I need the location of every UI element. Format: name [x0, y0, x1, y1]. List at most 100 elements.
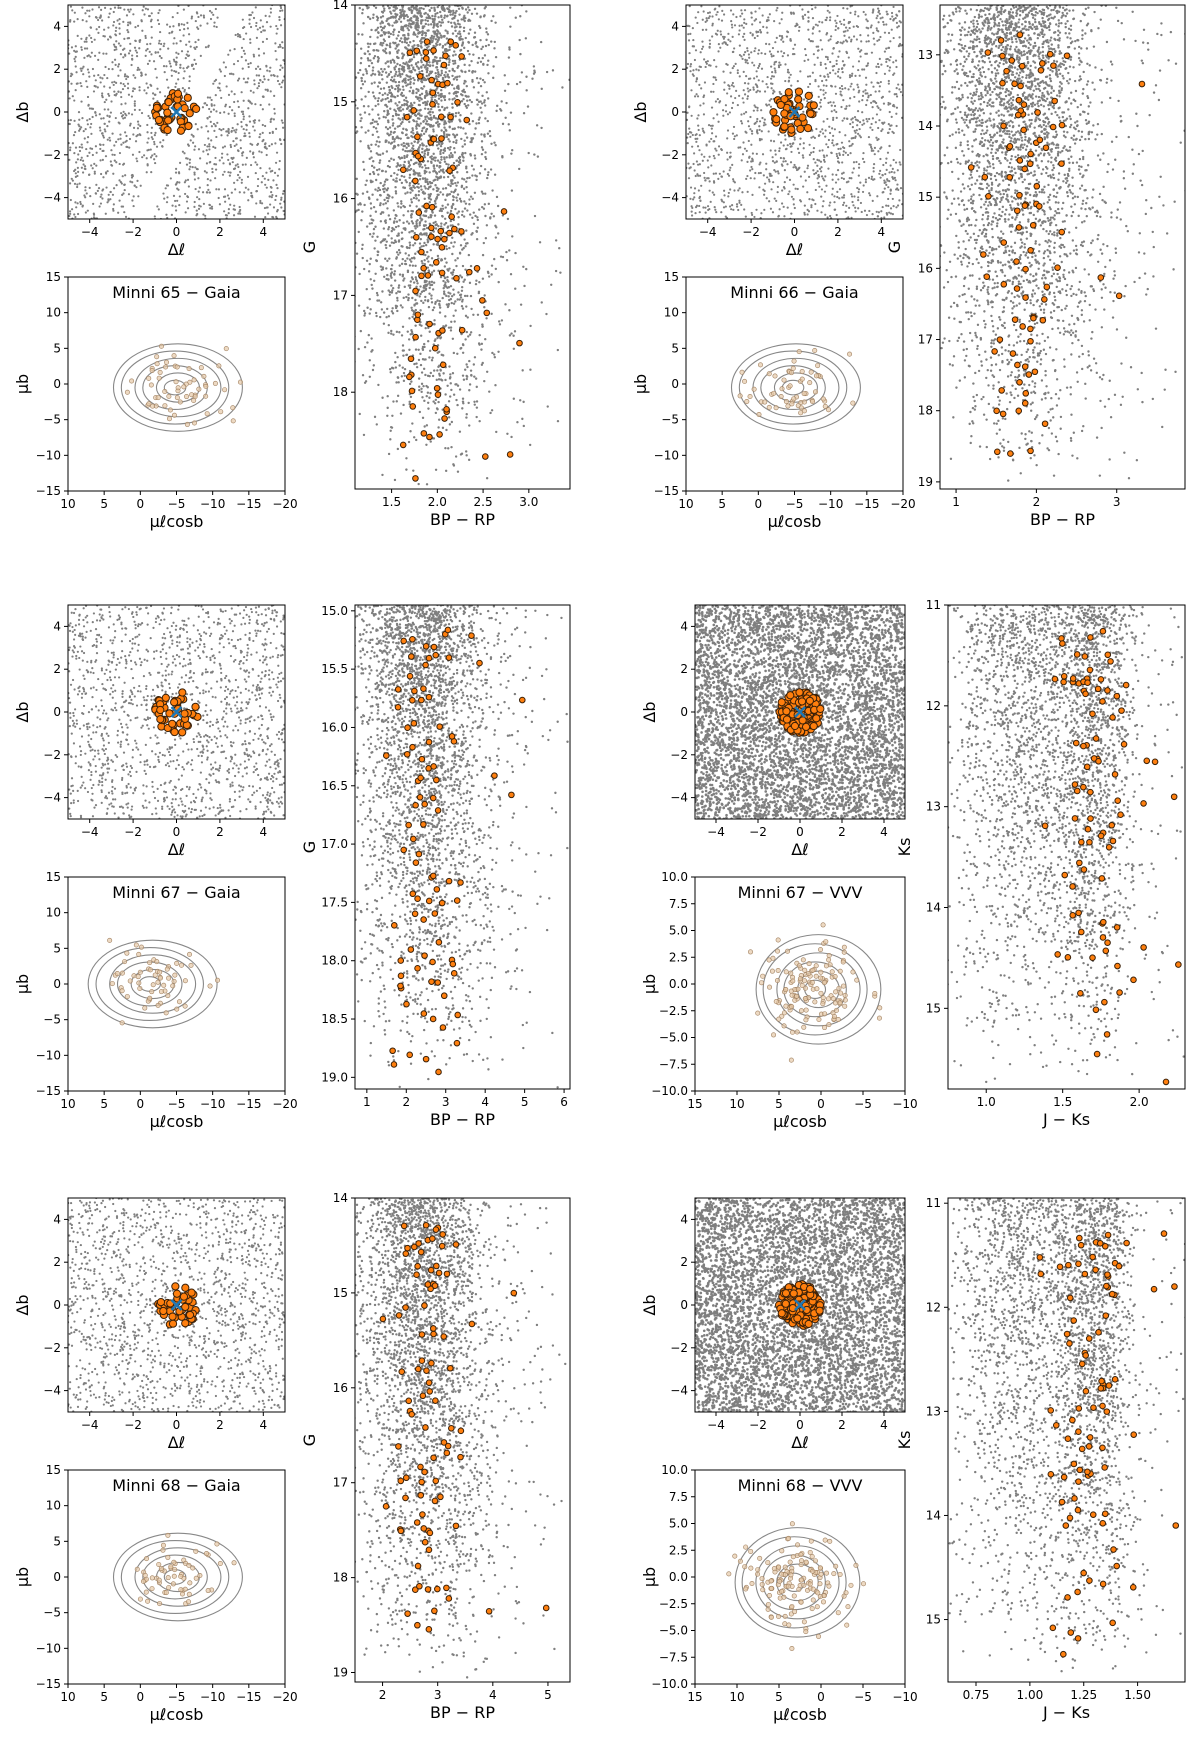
cmd-field-point [420, 79, 423, 83]
cmd-field-point [429, 215, 433, 219]
field-star-point [102, 143, 105, 146]
field-star-point [112, 203, 115, 206]
cmd-field-point [409, 102, 413, 105]
field-star-point [215, 135, 218, 139]
cmd-field-point [461, 400, 465, 403]
cmd-field-point [388, 44, 391, 47]
y-tick-label: −10 [36, 448, 61, 462]
field-star-point [87, 71, 90, 74]
cmd-field-point [382, 115, 385, 119]
pm-member-point [154, 361, 160, 367]
field-star-point [157, 42, 161, 45]
cmd-field-point [475, 77, 479, 80]
cmd-field-point [406, 63, 409, 66]
cmd-field-point [514, 16, 517, 19]
cmd-field-point [387, 73, 391, 77]
field-star-point [102, 188, 105, 191]
cmd-field-point [398, 109, 401, 112]
cmd-field-point [356, 193, 359, 196]
field-star-point [112, 172, 115, 175]
cmd-field-point [436, 408, 439, 411]
cmd-field-point [388, 23, 391, 27]
field-star-point [98, 126, 102, 129]
cmd-field-point [468, 198, 471, 201]
cmd-field-point [387, 452, 391, 456]
field-star-point [276, 187, 279, 190]
cmd-field-point [437, 75, 440, 78]
field-star-point [151, 92, 155, 95]
cmd-field-point [421, 262, 424, 265]
cmd-field-point [391, 289, 394, 292]
field-star-point [149, 83, 152, 86]
field-star-point [80, 48, 83, 51]
cmd-field-point [382, 184, 385, 188]
field-star-point [73, 11, 76, 14]
field-star-point [697, 128, 700, 132]
field-star-point [135, 55, 139, 58]
cmd-field-point [396, 163, 400, 167]
field-star-point [86, 68, 90, 71]
field-star-point [91, 8, 94, 11]
field-star-point [776, 191, 779, 194]
field-star-point [76, 202, 79, 205]
cmd-field-point [427, 260, 430, 263]
cmd-field-point [412, 132, 415, 135]
field-star-point [194, 166, 197, 169]
cmd-field-point [419, 22, 423, 25]
cmd-field-point [483, 99, 486, 102]
field-star-point [259, 199, 262, 203]
cmd-field-point [359, 140, 362, 143]
member-star-point [164, 98, 173, 107]
cmd-field-point [411, 422, 414, 425]
field-star-point [850, 177, 853, 180]
cmd-field-point [434, 199, 437, 202]
cmd-field-point [397, 84, 401, 87]
cmd-field-point [385, 277, 388, 281]
cmd-field-point [447, 326, 451, 329]
cmd-field-point [404, 262, 407, 266]
field-star-point [177, 78, 180, 81]
cmd-field-point [462, 280, 465, 283]
cmd-field-point [459, 347, 462, 350]
cmd-field-point [408, 184, 411, 187]
field-star-point [857, 174, 860, 177]
cmd-field-point [425, 443, 428, 446]
cmd-field-point [414, 7, 418, 11]
field-star-point [166, 23, 169, 26]
cmd-field-point [423, 425, 426, 428]
field-star-point [129, 21, 132, 24]
cmd-member-point [430, 47, 437, 54]
field-star-point [278, 15, 281, 19]
cmd-field-point [480, 47, 483, 51]
cmd-field-point [429, 248, 432, 252]
field-star-point [160, 56, 163, 60]
field-star-point [174, 205, 177, 208]
cmd-field-point [439, 275, 443, 279]
field-star-point [150, 171, 153, 174]
field-star-point [141, 29, 144, 32]
field-star-point [152, 97, 155, 100]
cmd-field-point [468, 281, 472, 285]
field-star-point [212, 122, 216, 126]
cmd-field-point [461, 351, 465, 354]
cmd-field-point [465, 167, 468, 170]
cmd-field-point [451, 54, 455, 57]
cmd-field-point [383, 50, 386, 53]
cmd-field-point [467, 458, 471, 462]
field-star-point [227, 211, 230, 215]
field-star-point [184, 179, 187, 182]
cmd-field-point [421, 312, 424, 316]
cmd-field-point [480, 146, 484, 149]
pm-member-point [222, 387, 228, 393]
pm-member-point [173, 379, 179, 385]
cmd-field-point [351, 81, 353, 83]
cmd-field-point [439, 74, 442, 77]
field-star-point [106, 114, 109, 117]
field-star-point [179, 39, 182, 43]
field-star-point [241, 163, 244, 166]
pm-member-point [212, 380, 218, 386]
field-star-point [270, 186, 273, 189]
cmd-field-point [449, 329, 453, 332]
cmd-field-point [418, 103, 421, 107]
field-star-point [263, 177, 266, 180]
